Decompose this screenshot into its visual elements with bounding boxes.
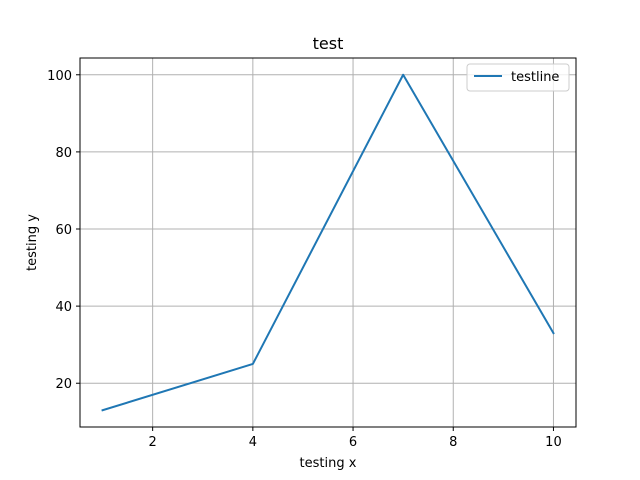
legend-label-testline: testline xyxy=(511,70,559,85)
y-axis-label: testing y xyxy=(25,214,40,271)
plot-area xyxy=(80,58,576,427)
legend-box xyxy=(466,63,570,92)
x-tick-label: 4 xyxy=(249,435,257,450)
x-axis-label: testing x xyxy=(300,456,357,471)
series-layer xyxy=(101,73,555,412)
y-tick-label: 100 xyxy=(47,69,72,84)
series-line-testline xyxy=(101,73,555,412)
y-tick-label: 20 xyxy=(55,377,72,392)
chart-title: test xyxy=(313,34,344,53)
legend: testline xyxy=(466,63,570,92)
x-tick-label: 6 xyxy=(349,435,357,450)
y-tick-label: 80 xyxy=(55,146,72,161)
y-tick-label: 40 xyxy=(55,300,72,315)
x-tick-label: 8 xyxy=(449,435,457,450)
plot-frame xyxy=(79,57,577,428)
axis-ticks: 2 4 6 8 10 20 40 60 80 100 xyxy=(47,69,562,450)
x-tick-label: 10 xyxy=(545,435,562,450)
y-tick-label: 60 xyxy=(55,223,72,238)
x-tick-label: 2 xyxy=(149,435,157,450)
